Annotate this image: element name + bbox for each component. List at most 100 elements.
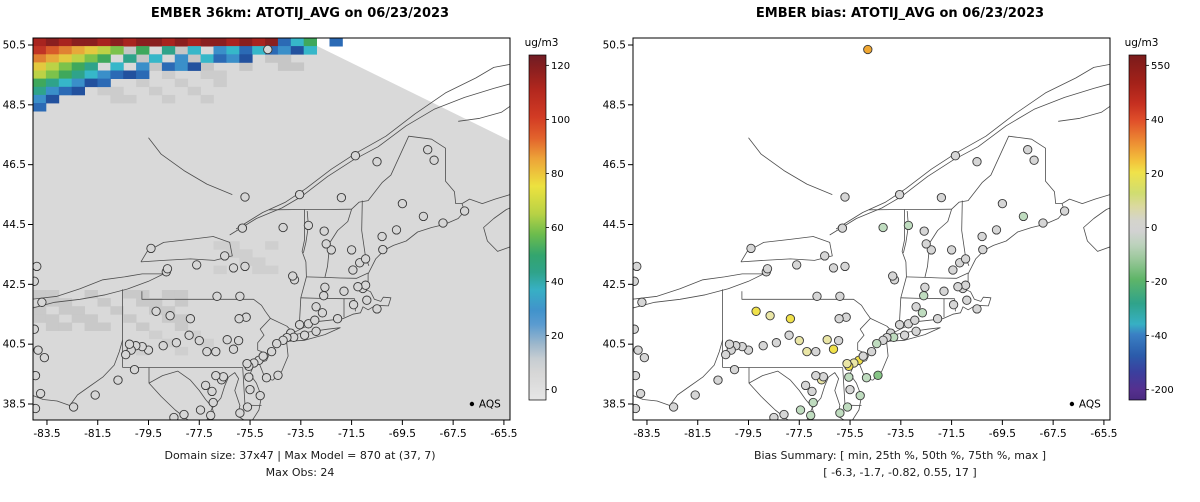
station-marker <box>206 410 216 420</box>
model-field-hot-cell <box>45 38 60 47</box>
station-marker <box>802 346 812 357</box>
map-outline <box>1083 207 1110 252</box>
station-marker <box>319 226 329 236</box>
map-outline <box>300 297 355 300</box>
model-field-hot-cell <box>84 38 98 47</box>
station-marker <box>288 271 298 281</box>
model-field-cell <box>84 290 98 299</box>
model-field-hot-cell <box>213 46 227 55</box>
station-marker <box>242 358 252 369</box>
station-marker <box>121 349 131 360</box>
station-marker <box>202 346 212 357</box>
map-outline <box>740 236 833 263</box>
station-marker <box>978 244 988 255</box>
map-outline <box>148 137 233 195</box>
map-outline <box>900 297 955 300</box>
map-outline <box>1058 105 1110 122</box>
x-tick-label: -83.5 <box>633 428 660 440</box>
colorbar-tick-label: 0 <box>551 385 557 396</box>
station-marker <box>921 239 931 249</box>
model-field-cell <box>45 322 60 331</box>
map-outline <box>741 291 871 319</box>
station-marker <box>746 243 756 254</box>
station-marker <box>837 223 848 233</box>
y-tick-label: 46.5 <box>3 159 26 171</box>
station-marker <box>779 409 789 420</box>
model-field-cell <box>277 54 292 63</box>
station-marker <box>811 346 821 357</box>
station-marker <box>165 311 175 321</box>
station-marker <box>294 320 305 330</box>
map-outline <box>869 208 952 211</box>
bias-panel-title: EMBER bias: ATOTIJ_AVG on 06/23/2023 <box>755 6 1045 21</box>
y-axis: 38.5 40.5 42.5 44.5 46.5 48.5 50.5 <box>3 40 33 410</box>
model-field-hot-cell <box>71 54 85 63</box>
model-field-hot-cell <box>226 46 240 55</box>
x-tick-label: -75.5 <box>836 428 863 440</box>
station-marker <box>208 397 218 408</box>
station-marker <box>195 405 206 415</box>
aqs-legend-label: AQS <box>1079 398 1101 410</box>
model-field-hot-cell <box>97 70 111 79</box>
aqs-legend: AQS <box>469 398 501 410</box>
station-marker <box>391 225 402 235</box>
model-caption-line1: Domain size: 37x47 | Max Model = 870 at … <box>164 449 436 462</box>
station-marker <box>169 412 179 420</box>
map-outline <box>857 318 871 364</box>
model-field-hot-cell <box>84 46 98 55</box>
station-marker <box>129 364 140 375</box>
model-field-hot-cell <box>33 78 47 88</box>
colorbar-tick-label: 0 <box>1151 223 1157 234</box>
model-field-hot-cell <box>149 54 163 63</box>
y-axis: 38.5 40.5 42.5 44.5 46.5 48.5 50.5 <box>603 40 633 410</box>
bias-map-svg: -83.5 -81.5 -79.5 -77.5 -75.5 -73.5 -71.5 -69.5… <box>603 37 1174 440</box>
station-marker <box>866 346 877 357</box>
model-field-cell <box>174 78 189 88</box>
station-marker <box>936 192 947 203</box>
model-field-cell <box>58 298 73 307</box>
model-field-cell <box>123 46 137 55</box>
model-field-hot-cell <box>58 38 73 47</box>
y-tick-label: 40.5 <box>3 339 26 351</box>
station-marker <box>950 151 961 161</box>
station-marker <box>932 314 943 324</box>
station-marker <box>820 251 830 261</box>
station-marker <box>903 220 914 231</box>
station-marker <box>842 358 852 369</box>
model-field-hot-cell <box>187 46 201 55</box>
map-outline <box>889 327 941 342</box>
station-marker <box>158 341 168 351</box>
station-marker <box>397 198 408 209</box>
station-marker <box>33 324 39 334</box>
station-marker <box>179 409 189 420</box>
model-field-hot-cell <box>84 54 98 63</box>
station-marker <box>911 302 921 312</box>
station-marker <box>818 372 829 382</box>
model-field-cell <box>110 306 124 315</box>
model-field-hot-cell <box>277 38 292 47</box>
station-marker <box>948 300 959 310</box>
bias-caption-line2: [ -6.3, -1.7, -0.82, 0.55, 17 ] <box>823 466 977 479</box>
model-field-hot-cell <box>136 46 150 55</box>
x-tick-label: -73.5 <box>287 428 314 440</box>
model-field-cell <box>187 330 201 340</box>
colorbar-tick-label: -200 <box>1151 385 1174 396</box>
station-marker <box>758 341 768 351</box>
model-field-hot-cell <box>33 70 47 79</box>
model-map-svg: -83.5 -81.5 -79.5 -77.5 -75.5 -73.5 -71.5 -69.5… <box>3 37 570 440</box>
model-field-hot-cell <box>174 38 189 47</box>
bias-caption-line1: Bias Summary: [ min, 25th %, 50th %, 75t… <box>753 449 1047 462</box>
x-tick-label: -67.5 <box>1040 428 1067 440</box>
station-marker <box>212 291 222 301</box>
map-outline <box>835 64 1110 230</box>
station-marker <box>806 410 816 420</box>
station-marker <box>863 44 873 55</box>
station-marker <box>228 263 239 273</box>
map-outline <box>351 135 462 210</box>
x-tick-label: -71.5 <box>338 428 365 440</box>
colorbar-gradient <box>528 54 547 401</box>
station-marker <box>926 245 936 255</box>
station-marker <box>828 263 839 273</box>
station-marker <box>899 330 910 340</box>
